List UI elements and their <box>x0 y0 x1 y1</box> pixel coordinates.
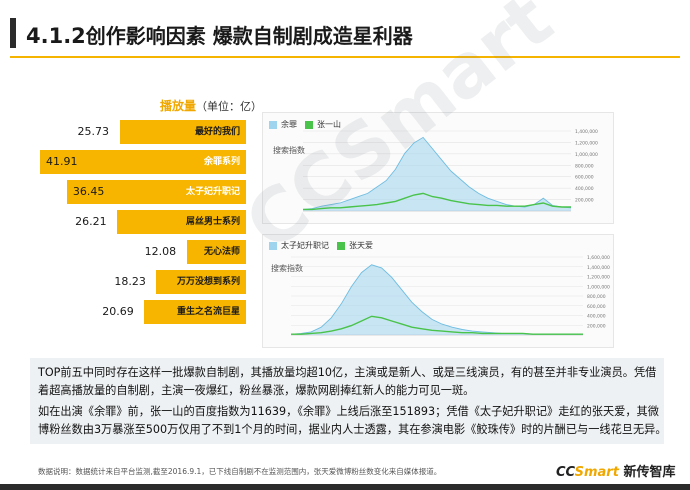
chart1-y-tick-5: 400,000 <box>575 186 594 192</box>
chart2-legend-label-2: 张天爱 <box>349 241 373 250</box>
data-footnote: 数据说明：数据统计来自平台监测,截至2016.9.1，已下线自制剧不在监测范围内… <box>38 467 442 476</box>
chart2-y-tick-3: 1,000,000 <box>587 284 610 290</box>
bar-2 <box>66 180 246 204</box>
bottom-bar <box>0 484 690 490</box>
chart1-series-area-0 <box>303 137 571 211</box>
summary-line-2: 着超高播放量的自制剧，主演一夜爆红，粉丝暴涨，爆款网剧捧红新人的能力可见一斑。 <box>38 384 475 397</box>
bar-value-label-4: 12.08 <box>144 245 177 258</box>
chart2-series-line-1 <box>291 315 583 335</box>
chart1-legend-label-1: 余罪 <box>281 120 297 129</box>
bar-chart-header-unit: （单位：亿） <box>196 100 263 113</box>
chart1-y-tick-0: 1,400,000 <box>575 129 598 135</box>
summary-line-4: 博粉丝数由3万暴涨至500万仅用了不到1个月的时间，据业内人士透露，其在参演电影… <box>38 423 667 436</box>
chart1-y-tick-3: 800,000 <box>575 163 594 169</box>
bar-category-label-3: 屌丝男士系列 <box>185 217 240 227</box>
chart1-legend: 余罪 张一山 <box>269 119 341 130</box>
chart1-legend-swatch-1 <box>269 120 277 129</box>
chart1-y-tick-1: 1,200,000 <box>575 140 598 146</box>
chart2-y-tick-4: 800,000 <box>587 294 606 300</box>
brand-logo: CCSmart 新传智库 <box>556 461 675 480</box>
chart2-y-tick-2: 1,200,000 <box>587 275 610 281</box>
logo-brand: Smart <box>574 465 619 480</box>
chart2-y-tick-5: 600,000 <box>587 304 606 310</box>
bar-value-label-0: 25.73 <box>77 125 110 138</box>
chart2-index-label: 搜索指数 <box>271 264 303 273</box>
chart2-legend: 太子妃升职记 张天爱 <box>269 240 373 251</box>
logo-cn: 新传智库 <box>623 465 676 480</box>
bar-1 <box>40 150 246 174</box>
bar-value-label-2: 36.45 <box>72 185 105 198</box>
chart1-plot: 1,400,000 1,200,000 1,000,000 800,000 600,00… <box>302 129 598 212</box>
bar-chart-header: 播放量（单位：亿） <box>160 97 262 114</box>
page-title: 4.1.2创作影响因素 爆款自制剧成造星利器 <box>26 20 413 49</box>
chart1-legend-label-2: 张一山 <box>317 120 341 129</box>
chart1-legend-swatch-2 <box>305 120 313 129</box>
search-index-chart-2: 太子妃升职记 张天爱 搜索指数 1,600,000 1,400,000 1,200,… <box>262 234 614 348</box>
summary-text-box <box>30 358 664 444</box>
bar-category-label-0: 最好的我们 <box>194 127 240 137</box>
chart2-plot: 1,600,000 1,400,000 1,200,000 1,000,000 800,… <box>290 255 610 336</box>
chart1-y-tick-2: 1,000,000 <box>575 152 598 158</box>
bar-0 <box>119 120 246 144</box>
bar-category-label-6: 重生之名流巨星 <box>176 307 240 317</box>
title-underline <box>10 56 680 58</box>
search-index-chart-1: 余罪 张一山 搜索指数 1,400,000 1,200,000 1,000,000 8… <box>262 112 614 224</box>
chart2-legend-swatch-2 <box>337 241 345 250</box>
section-number: 4.1.2 <box>26 24 86 48</box>
bar-category-label-1: 余罪系列 <box>203 157 240 167</box>
bar-chart-header-label: 播放量 <box>160 99 197 113</box>
summary-line-3: 如在出演《余罪》前，张一山的百度指数为11639，《余罪》上线后涨至151893… <box>38 405 659 418</box>
bar-value-label-3: 26.21 <box>75 215 107 228</box>
summary-line-1: TOP前五中同时存在这样一批爆款自制剧，其播放量均超10亿，主演或是新人、或是三… <box>38 366 657 379</box>
bar-category-label-4: 无心法师 <box>203 247 240 257</box>
bar-4 <box>186 240 246 264</box>
chart2-y-tick-6: 400,000 <box>587 314 606 320</box>
bar-5 <box>156 270 246 294</box>
bar-6 <box>144 300 246 324</box>
bar-value-label-6: 20.69 <box>102 305 134 318</box>
logo-prefix: CC <box>556 465 575 480</box>
chart1-y-tick-6: 200,000 <box>575 198 594 204</box>
chart2-series-area-0 <box>291 264 583 335</box>
chart2-legend-label-1: 太子妃升职记 <box>281 241 329 250</box>
chart1-series-line-1 <box>303 192 571 211</box>
chart2-legend-swatch-1 <box>269 241 277 250</box>
title-accent-bar <box>10 18 16 48</box>
bar-category-label-5: 万万没想到系列 <box>176 277 240 287</box>
chart1-index-label: 搜索指数 <box>273 146 305 155</box>
chart2-y-tick-0: 1,600,000 <box>587 255 610 261</box>
chart2-y-tick-7: 200,000 <box>587 323 606 329</box>
chart2-y-tick-1: 1,400,000 <box>587 265 610 271</box>
title-text: 创作影响因素 爆款自制剧成造星利器 <box>85 24 413 48</box>
chart1-y-tick-4: 600,000 <box>575 175 594 181</box>
bar-value-label-5: 18.23 <box>114 275 146 288</box>
bar-value-label-1: 41.91 <box>46 155 78 168</box>
bar-3 <box>117 210 246 234</box>
